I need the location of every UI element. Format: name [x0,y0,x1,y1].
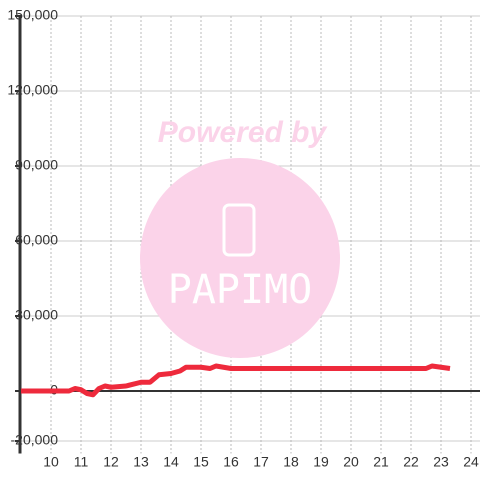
x-tick-label: 24 [463,454,479,470]
watermark-circle [140,158,340,358]
x-tick-label: 15 [193,454,209,470]
y-tick-label: 60,000 [15,232,58,248]
watermark-logo: PAPIMO [168,267,313,313]
x-tick-label: 17 [253,454,269,470]
y-tick-label: -20,000 [11,432,59,448]
watermark: Powered by PAPIMO [140,116,340,358]
watermark-text: Powered by [158,116,328,149]
x-tick-label: 19 [313,454,329,470]
line-series [21,363,451,398]
y-tick-label: 120,000 [7,82,58,98]
y-tick-label: 30,000 [15,307,58,323]
x-tick-label: 13 [133,454,149,470]
x-tick-label: 18 [283,454,299,470]
x-tick-label: 22 [403,454,419,470]
x-tick-label: 20 [343,454,359,470]
x-tick-label: 21 [373,454,389,470]
x-tick-label: 12 [103,454,119,470]
watermark-icon [222,203,256,257]
x-tick-label: 10 [43,454,59,470]
x-tick-label: 16 [223,454,239,470]
x-tick-label: 11 [74,454,89,470]
x-tick-label: 14 [163,454,179,470]
x-tick-label: 23 [433,454,449,470]
y-tick-label: 90,000 [15,157,58,173]
y-tick-label: 150,000 [7,7,58,23]
